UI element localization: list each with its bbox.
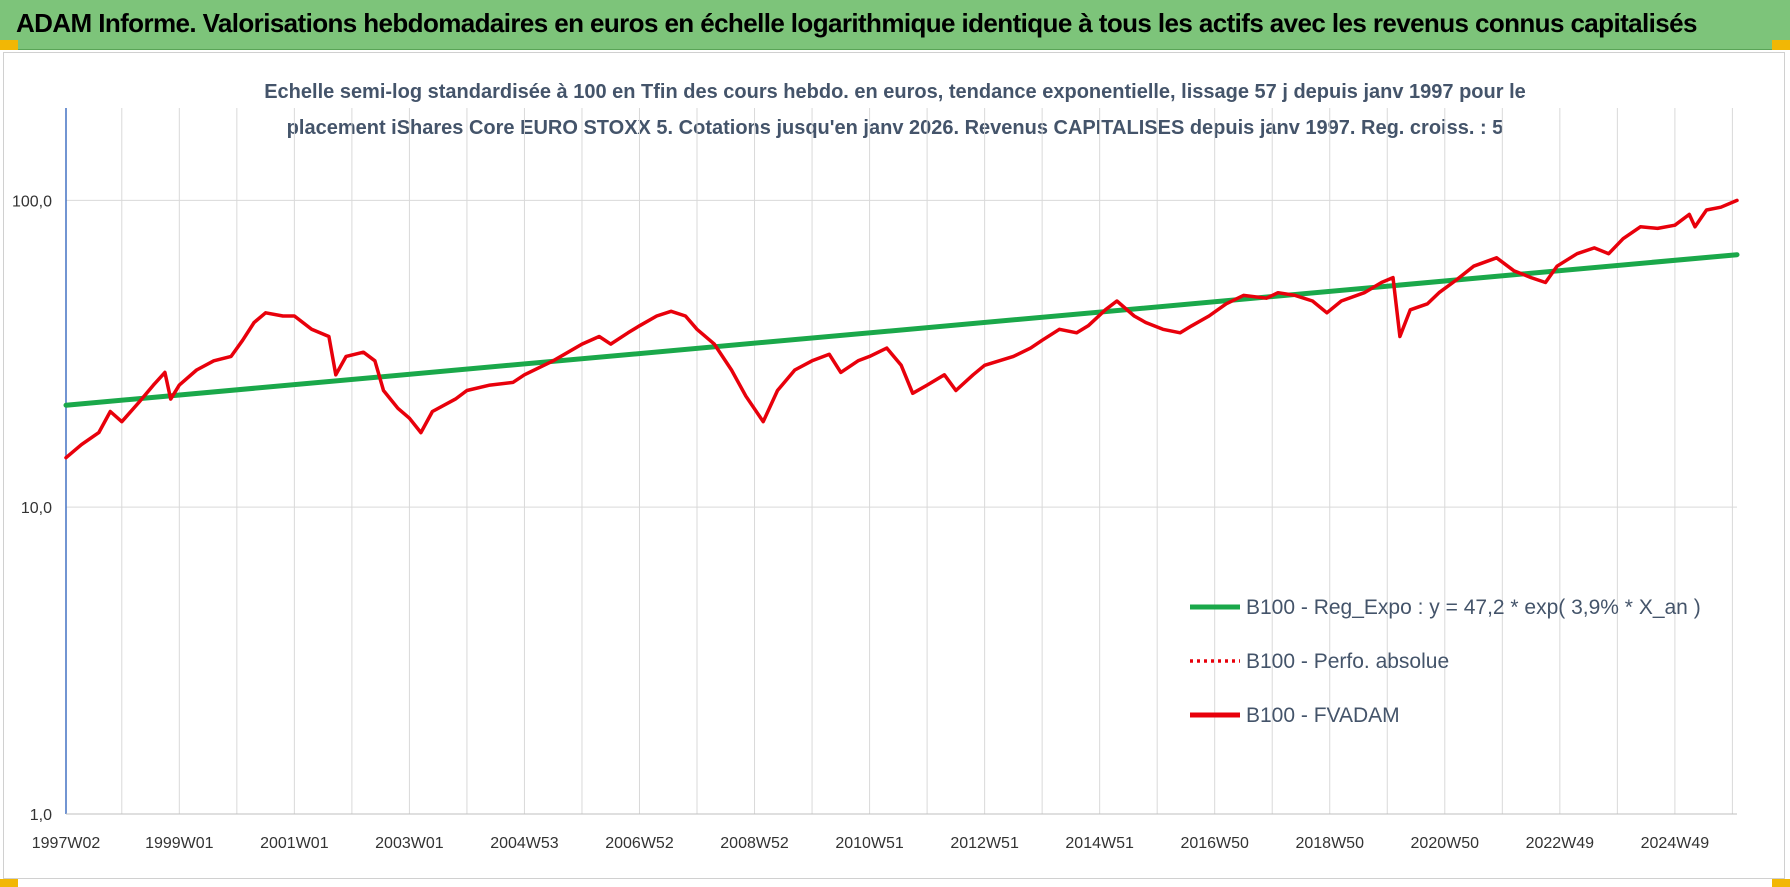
x-tick-label: 1999W01 [145,835,214,852]
y-tick-label: 1,0 [30,807,52,824]
x-tick-label: 2014W51 [1065,835,1134,852]
chart-subtitle-line-1: Echelle semi-log standardisée à 100 en T… [264,81,1526,103]
report-banner: ADAM Informe. Valorisations hebdomadaire… [0,0,1790,50]
x-tick-label: 2006W52 [605,835,674,852]
x-tick-label: 2012W51 [950,835,1019,852]
y-tick-label: 100,0 [12,193,52,210]
x-tick-label: 2024W49 [1641,835,1710,852]
x-tick-label: 1997W02 [32,835,101,852]
chart-subtitle-line-2: placement iShares Core EURO STOXX 5. Cot… [287,117,1504,139]
banner-corner-right [1772,40,1790,50]
x-tick-label: 2003W01 [375,835,444,852]
x-tick-label: 2001W01 [260,835,329,852]
x-tick-label: 2010W51 [835,835,904,852]
legend-item-fvadam-label: B100 - FVADAM [1246,704,1400,727]
fvadam-series [64,198,1739,460]
legend-item-reg-expo-label: B100 - Reg_Expo : y = 47,2 * exp( 3,9% *… [1246,596,1701,619]
bottom-corner-right [1772,879,1790,887]
chart-frame [3,52,1785,879]
y-tick-label: 10,0 [21,500,52,517]
x-tick-label: 2018W50 [1295,835,1364,852]
axes: 1997W02 1999W01 2001W01 2003W01 2004W53 2006W… [12,108,1737,852]
legend-item-perfo-absolue-label: B100 - Perfo. absolue [1246,650,1449,673]
x-tick-label: 2020W50 [1411,835,1480,852]
series-layer [63,198,1740,460]
grid [66,108,1737,815]
report-title: ADAM Informe. Valorisations hebdomadaire… [16,8,1697,38]
x-tick-label: 2008W52 [720,835,789,852]
x-tick-label: 2004W53 [490,835,559,852]
x-tick-label: 2016W50 [1180,835,1249,852]
bottom-corner-left [0,879,18,887]
bottom-strip [0,879,1790,887]
x-tick-label: 2022W49 [1526,835,1595,852]
banner-corner-left [0,40,18,50]
legend: B100 - Reg_Expo : y = 47,2 * exp( 3,9% *… [1190,596,1701,727]
